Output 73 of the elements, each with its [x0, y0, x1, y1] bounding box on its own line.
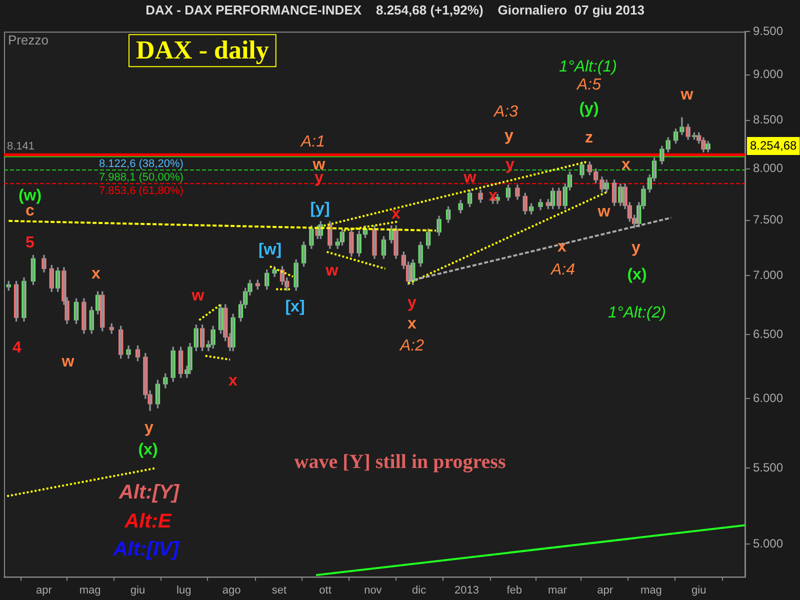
y-tick-label: 9.500 — [752, 24, 784, 38]
ref-line-label: 8.141 — [7, 140, 35, 152]
annotation: wave [Y] still in progress — [294, 451, 506, 474]
x-tick-label: lug — [176, 584, 192, 596]
y-tick-label: 7.500 — [752, 212, 784, 227]
y-tick-label: 5.500 — [752, 460, 784, 474]
annotation: (w) — [18, 187, 42, 204]
annotation: (y) — [579, 100, 599, 118]
annotation: w — [462, 169, 477, 186]
annotation: y — [506, 156, 515, 174]
x-tick-label: mar — [548, 584, 568, 596]
annotation: w — [324, 262, 339, 280]
ref-line-label: 7.853,6 (61,80%) — [99, 185, 184, 198]
x-tick-label: set — [272, 584, 287, 596]
x-tick-label: nov — [364, 584, 382, 596]
y-axis-title: Prezzo — [8, 32, 48, 48]
chart-subtitle: DAX - daily — [136, 35, 269, 64]
annotation: A:2 — [398, 337, 424, 354]
x-tick-label: dic — [412, 584, 427, 596]
ref-line-label: 7.988,1 (50,00%) — [99, 172, 184, 184]
annotation: y — [632, 239, 641, 256]
annotation: x — [488, 187, 498, 204]
annotation: (x) — [627, 266, 647, 284]
y-tick-label: 6.000 — [752, 390, 784, 405]
y-tick-label: 5.000 — [752, 536, 784, 551]
annotation: [y] — [310, 200, 330, 218]
annotation: x — [558, 238, 567, 256]
annotation: Alt:[IV] — [112, 538, 180, 561]
y-tick-label: 8.000 — [752, 161, 784, 176]
annotation: 1°Alt:(2) — [608, 304, 666, 322]
annotation: [x] — [285, 298, 305, 316]
annotation: w — [190, 287, 205, 304]
annotation: Alt:E — [124, 510, 172, 533]
x-tick-label: giu — [692, 584, 706, 596]
y-tick-label: 6.500 — [752, 326, 784, 341]
annotation: c — [26, 202, 35, 220]
annotation: y — [408, 294, 417, 312]
annotation: (x) — [138, 441, 158, 458]
annotation: A:1 — [300, 133, 326, 150]
annotation: A:3 — [492, 103, 518, 120]
x-tick-label: 2013 — [454, 584, 479, 596]
x-tick-label: mag — [640, 584, 662, 596]
annotation: x — [228, 372, 238, 390]
annotation: z — [585, 129, 593, 146]
annotation: 5 — [26, 234, 35, 252]
annotation: x — [408, 315, 417, 332]
y-tick-label: 7.000 — [752, 268, 784, 282]
annotation: x — [392, 205, 401, 222]
text: 8.254,68 — [750, 138, 798, 152]
annotation: 1°Alt:(1) — [559, 58, 617, 76]
annotation: A:4 — [550, 261, 576, 278]
x-tick-label: ott — [319, 584, 332, 596]
x-tick-label: feb — [506, 584, 522, 596]
annotation: x — [92, 265, 101, 282]
annotation: Alt:[Y] — [118, 482, 180, 504]
annotation: w — [596, 203, 611, 220]
annotation: w — [680, 86, 694, 104]
annotation: [w] — [258, 241, 282, 258]
x-tick-label: mag — [79, 584, 101, 596]
annotation: y — [144, 419, 154, 436]
chart-title: DAX - DAX PERFORMANCE-INDEX 8.254,68 (+1,92%) Giornaliero 07 giu 2013 — [146, 2, 644, 18]
annotation: x — [622, 156, 631, 174]
y-tick-label: 8.500 — [752, 112, 784, 127]
ref-line-label: 8.122,6 (38,20%) — [99, 158, 184, 170]
x-tick-label: apr — [597, 584, 614, 596]
annotation: A:5 — [576, 76, 602, 94]
annotation: y — [504, 127, 514, 144]
y-tick-label: 9.000 — [752, 67, 784, 82]
x-tick-label: ago — [222, 584, 241, 596]
x-tick-label: giu — [130, 584, 146, 596]
annotation: 4 — [12, 339, 22, 356]
annotation: w — [60, 353, 75, 370]
x-tick-label: apr — [36, 584, 52, 596]
